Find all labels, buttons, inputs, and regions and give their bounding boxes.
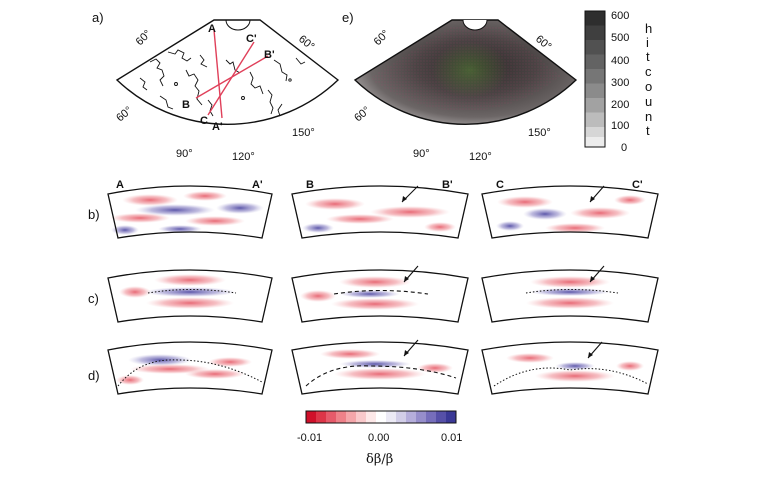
panel-label-d: d): [88, 368, 100, 383]
map-a-coastlines: [139, 49, 306, 117]
marker-a: A: [208, 23, 216, 35]
map-e-lon-90: 90°: [413, 148, 430, 160]
map-e-lon-150: 150°: [528, 127, 551, 139]
map-a: A C' B' B C A' 60° 60° 60° 90° 120° 150°: [114, 19, 340, 163]
colorbar-swatch: [306, 411, 317, 423]
colorbar-tick-max: 0.01: [441, 432, 462, 444]
panel-label-a: a): [92, 10, 104, 25]
hitcount-letter-n: n: [645, 109, 652, 124]
map-a-outline: [115, 19, 340, 125]
colorbar-swatch: [426, 411, 437, 423]
section-line-cc: [207, 41, 255, 116]
velocity-colorbar-swatches: [306, 411, 457, 423]
marker-c: C: [200, 115, 208, 127]
section-header-b-prime: B': [442, 179, 453, 191]
section-d-aa: [107, 341, 273, 395]
map-e: 60° 60° 60° 90° 120° 150°: [352, 19, 578, 163]
map-a-lon-150: 150°: [292, 127, 315, 139]
map-e-pole-cap: [462, 19, 488, 31]
panel-label-e: e): [342, 10, 354, 25]
hitcount-title: h i t c o u n t: [645, 21, 652, 138]
colorbar-swatch: [396, 411, 407, 423]
marker-c-prime: C': [246, 33, 257, 45]
colorbar-swatch: [356, 411, 367, 423]
hitcount-letter-i: i: [646, 35, 649, 50]
hitcount-tick-0: 0: [621, 142, 627, 154]
velocity-colorbar: -0.01 0.00 0.01 δβ/β: [297, 410, 462, 467]
panel-label-c: c): [88, 291, 99, 306]
map-e-lon-120: 120°: [469, 151, 492, 163]
map-a-lon-90: 90°: [176, 148, 193, 160]
hitcount-colorbar: 600 500 400 300 200 100 0 h i t c o u n …: [584, 10, 652, 154]
colorbar-swatch: [446, 411, 457, 423]
hitcount-tick-300: 300: [611, 77, 629, 89]
hitcount-letter-t2: t: [646, 123, 650, 138]
hitcount-letter-t1: t: [646, 49, 650, 64]
hitcount-letter-u: u: [645, 94, 652, 109]
map-a-lon-120: 120°: [232, 151, 255, 163]
section-header-a-prime: A': [252, 179, 263, 191]
section-c-aa: [107, 269, 273, 323]
section-header-c-prime: C': [632, 179, 643, 191]
hitcount-swatches: [585, 11, 605, 147]
map-a-lon-label-left: 60°: [134, 28, 154, 48]
colorbar-swatch: [386, 411, 397, 423]
colorbar-swatch: [346, 411, 357, 423]
colorbar-swatch: [316, 411, 327, 423]
colorbar-unit-label: δβ/β: [366, 452, 393, 467]
map-e-green-core: [432, 42, 508, 98]
colorbar-tick-min: -0.01: [297, 432, 322, 444]
colorbar-swatch: [336, 411, 347, 423]
map-a-lat-label: 60°: [114, 104, 134, 124]
hitcount-letter-h: h: [645, 21, 652, 36]
section-line-aa: [213, 29, 223, 119]
marker-a-prime: A': [212, 121, 223, 133]
hitcount-tick-600: 600: [611, 10, 629, 22]
panel-label-b: b): [88, 207, 100, 222]
map-e-lon-label-left: 60°: [372, 28, 392, 48]
section-d-cc: [481, 341, 659, 395]
section-lines: [195, 29, 269, 119]
marker-b: B: [182, 99, 190, 111]
colorbar-swatch: [366, 411, 377, 423]
section-header-a: A: [116, 179, 124, 191]
colorbar-swatch: [376, 411, 387, 423]
map-e-lat-label: 60°: [352, 104, 372, 124]
colorbar-swatch: [406, 411, 417, 423]
colorbar-tick-zero: 0.00: [368, 432, 389, 444]
section-header-c: C: [496, 179, 504, 191]
hitcount-letter-o: o: [645, 79, 652, 94]
hitcount-tick-100: 100: [611, 120, 629, 132]
section-header-b: B: [306, 179, 314, 191]
section-c-cc: [481, 265, 659, 323]
hitcount-tick-400: 400: [611, 55, 629, 67]
hitcount-letter-c: c: [645, 64, 652, 79]
section-b-cc: [481, 185, 659, 239]
section-b-aa: [107, 185, 273, 239]
section-c-bb: [291, 265, 469, 323]
hitcount-tick-500: 500: [611, 32, 629, 44]
map-a-pole-cap: [225, 19, 251, 31]
marker-b-prime: B': [264, 49, 275, 61]
hitcount-tick-200: 200: [611, 99, 629, 111]
colorbar-swatch: [436, 411, 447, 423]
colorbar-swatch: [326, 411, 337, 423]
colorbar-swatch: [416, 411, 427, 423]
section-b-bb: [291, 185, 469, 239]
section-d-bb: [291, 339, 469, 395]
